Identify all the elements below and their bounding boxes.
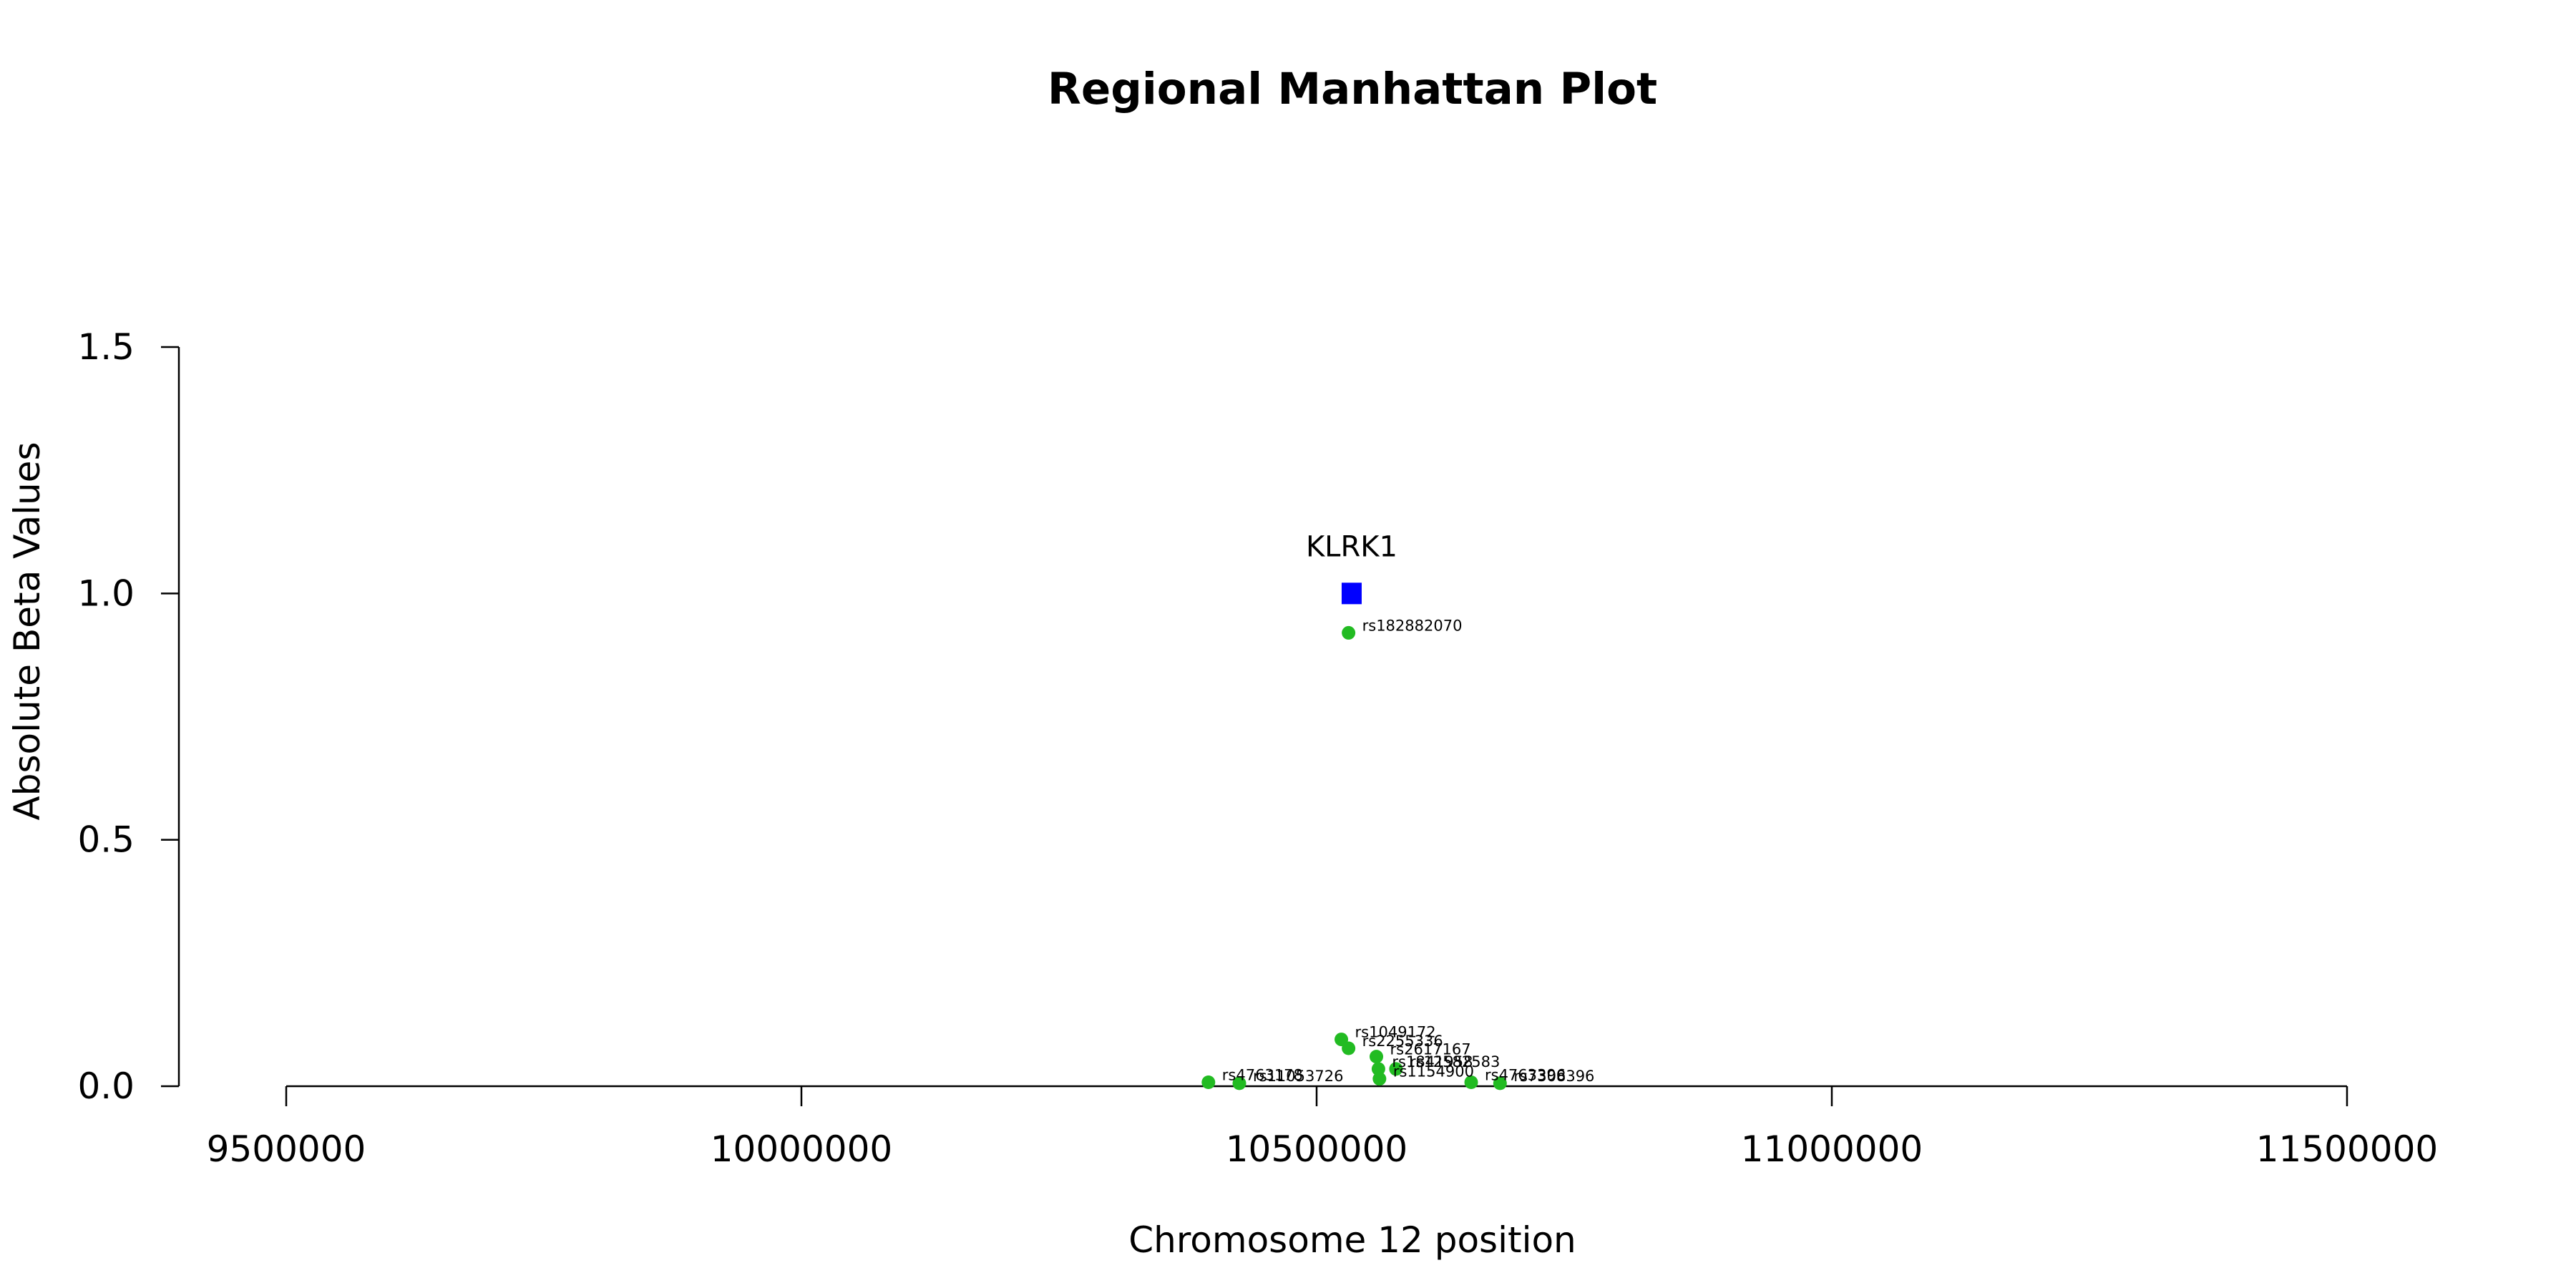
snp-label: rs11053726 xyxy=(1253,1068,1343,1085)
x-tick-label: 11500000 xyxy=(2256,1128,2439,1170)
chart-title: Regional Manhattan Plot xyxy=(1048,64,1657,114)
x-tick-label: 10000000 xyxy=(711,1128,893,1170)
point-labels: KLRK1 rs182882070 rs1049172rs2255336rs2617… xyxy=(1222,530,1595,1085)
snp-label: rs12582583 xyxy=(1410,1053,1500,1070)
y-tick-label: 1.5 xyxy=(77,326,135,368)
snp-label: rs182882070 xyxy=(1362,617,1463,634)
snp-point xyxy=(1232,1076,1246,1091)
snp-point xyxy=(1389,1062,1403,1076)
snp-point xyxy=(1342,625,1356,640)
y-tick-label: 1.0 xyxy=(77,572,135,614)
snp-point xyxy=(1371,1062,1385,1076)
snp-point xyxy=(1201,1075,1216,1089)
gene-marker xyxy=(1341,582,1362,605)
snp-point xyxy=(1342,1041,1356,1055)
snp-label: rs2255336 xyxy=(1362,1033,1443,1050)
snp-label: rs2617167 xyxy=(1390,1041,1471,1058)
y-tick-label: 0.0 xyxy=(77,1065,135,1107)
x-tick-label: 9500000 xyxy=(207,1128,366,1170)
y-axis-label: Absolute Beta Values xyxy=(6,442,48,821)
snp-point xyxy=(1493,1076,1507,1091)
data-points xyxy=(1201,582,1507,1091)
y-tick-label: 0.5 xyxy=(77,819,135,861)
x-tick-label: 11000000 xyxy=(1741,1128,1923,1170)
snp-label: rs4763178 xyxy=(1222,1066,1303,1083)
snp-label: rs1154900 xyxy=(1393,1063,1474,1080)
snp-label: rs4763396 xyxy=(1485,1066,1566,1083)
snp-point xyxy=(1370,1050,1384,1064)
snp-label: rs1049172 xyxy=(1355,1024,1436,1041)
snp-label: rs1841958 xyxy=(1392,1053,1473,1070)
snp-point xyxy=(1372,1072,1387,1086)
y-axis: 0.0 0.5 1.0 1.5 xyxy=(77,326,180,1107)
snp-point xyxy=(1464,1075,1478,1089)
x-tick-label: 10500000 xyxy=(1226,1128,1408,1170)
gene-label: KLRK1 xyxy=(1306,530,1397,563)
x-axis-label: Chromosome 12 position xyxy=(1128,1219,1576,1261)
snp-label: rs7308396 xyxy=(1513,1068,1594,1085)
x-axis: 9500000 10000000 10500000 11000000 11500000 xyxy=(207,1085,2439,1170)
